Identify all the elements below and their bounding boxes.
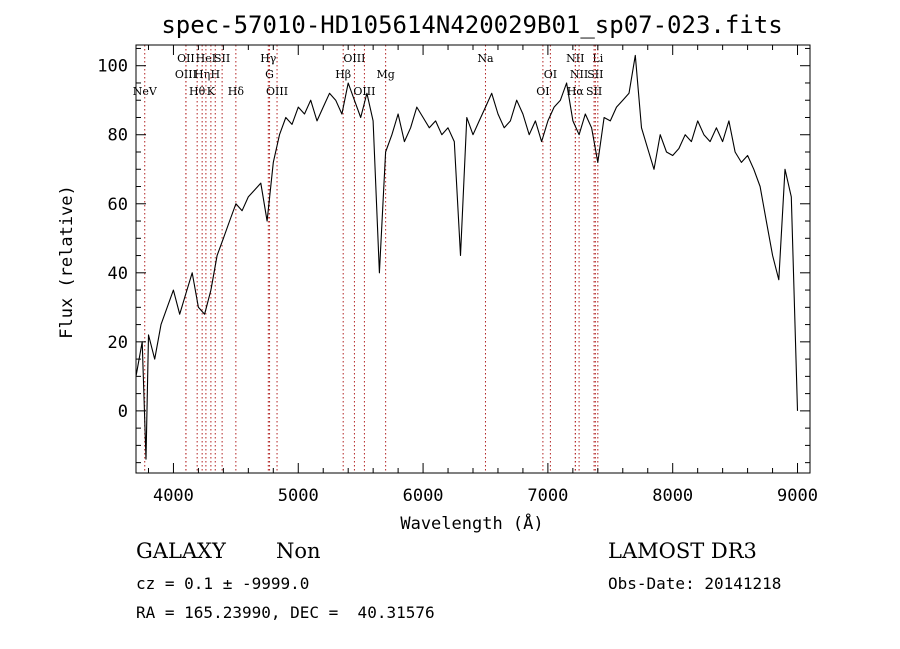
subclass-label: Non xyxy=(276,539,321,563)
line-marker-label-9: Hδ xyxy=(228,85,245,98)
x-tick-label-3: 7000 xyxy=(527,486,568,506)
line-marker-label-14: Hβ xyxy=(335,68,351,81)
y-tick-label-0: 0 xyxy=(118,402,128,422)
line-marker-label-25: SII xyxy=(586,85,602,98)
line-marker-label-18: OI xyxy=(544,68,557,81)
line-marker-label-10: Hγ xyxy=(260,52,277,65)
y-tick-label-1: 20 xyxy=(108,333,128,353)
line-marker-label-0: NeV xyxy=(133,85,158,98)
coords-line: RA = 165.23990, DEC = 40.31576 xyxy=(136,603,435,622)
x-tick-label-0: 4000 xyxy=(153,486,194,506)
line-marker-label-17: Na xyxy=(477,52,494,65)
plot-frame xyxy=(135,44,811,474)
line-marker-label-2: OIII xyxy=(175,68,197,81)
redshift-line: cz = 0.1 ± -9999.0 xyxy=(136,574,310,593)
line-marker-label-6: K xyxy=(207,85,216,98)
x-axis-label: Wavelength (Å) xyxy=(400,512,543,534)
x-tick-label-4: 8000 xyxy=(652,486,693,506)
class-label: GALAXY xyxy=(136,539,226,563)
x-tick-label-5: 9000 xyxy=(777,486,818,506)
line-marker-label-11: G xyxy=(265,68,274,81)
line-marker-label-22: Hα xyxy=(567,85,585,98)
line-marker-label-3: Hθ xyxy=(189,85,206,98)
y-axis-label: Flux (relative) xyxy=(57,185,77,339)
spectrum-line xyxy=(135,54,799,460)
chart-title: spec-57010-HD105614N420029B01_sp07-023.f… xyxy=(161,11,782,39)
y-tick-label-2: 40 xyxy=(108,264,128,284)
y-tick-label-4: 80 xyxy=(108,126,128,146)
line-marker-label-23: Li xyxy=(592,52,603,65)
line-marker-label-19: OI xyxy=(536,85,549,98)
y-tick-label-3: 60 xyxy=(108,195,128,215)
line-marker-label-13: OIII xyxy=(343,52,365,65)
spectrum-chart: spec-57010-HD105614N420029B01_sp07-023.f… xyxy=(57,11,818,534)
obs-date-line: Obs-Date: 20141218 xyxy=(608,574,782,593)
x-tick-label-2: 6000 xyxy=(403,486,444,506)
line-marker-label-4: Hη xyxy=(194,68,210,81)
line-marker-label-21: NII xyxy=(570,68,588,81)
spectrum-line-group xyxy=(135,54,799,460)
line-marker-label-7: H xyxy=(210,68,220,81)
x-axis: 4000 5000 6000 7000 8000 9000 xyxy=(147,45,818,506)
line-marker-label-16: Mg xyxy=(376,68,394,81)
x-tick-label-1: 5000 xyxy=(278,486,319,506)
line-marker-label-8: SII xyxy=(214,52,230,65)
line-markers: NeVOIIOIIIHθHηHeIKHSIIHδHγGOIIIOIIIHβOII… xyxy=(133,45,604,473)
line-marker-label-12: OIII xyxy=(266,85,288,98)
survey-label: LAMOST DR3 xyxy=(608,539,757,563)
line-marker-label-24: SII xyxy=(587,68,603,81)
line-marker-label-15: OIII xyxy=(353,85,375,98)
y-axis: 0 20 40 60 80 100 xyxy=(97,47,810,464)
y-tick-label-5: 100 xyxy=(97,57,128,77)
